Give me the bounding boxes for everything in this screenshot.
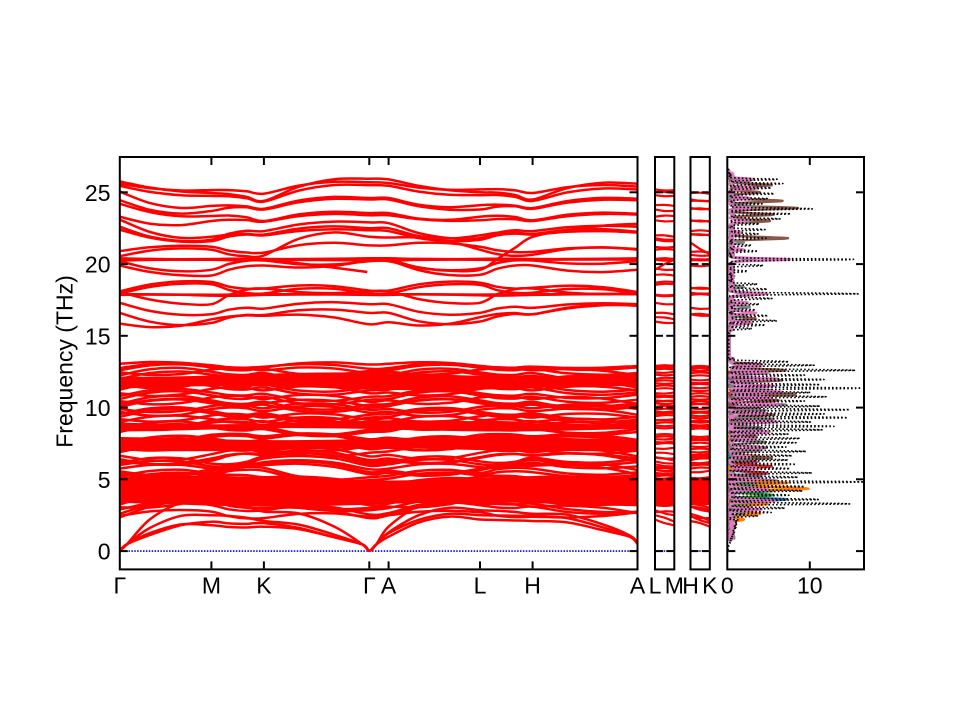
svg-text:25: 25 xyxy=(85,180,111,206)
svg-text:A: A xyxy=(630,572,646,598)
svg-text:15: 15 xyxy=(85,323,111,349)
svg-text:10: 10 xyxy=(797,572,823,598)
svg-text:Frequency (THz): Frequency (THz) xyxy=(51,275,77,448)
svg-text:5: 5 xyxy=(98,467,111,493)
svg-text:L: L xyxy=(649,572,662,598)
svg-text:A: A xyxy=(381,572,397,598)
svg-text:M: M xyxy=(665,572,684,598)
svg-text:0: 0 xyxy=(721,572,734,598)
svg-text:L: L xyxy=(474,572,487,598)
svg-text:H: H xyxy=(524,572,541,598)
svg-text:K: K xyxy=(256,572,272,598)
svg-text:M: M xyxy=(202,572,221,598)
svg-text:0: 0 xyxy=(98,539,111,565)
svg-text:Γ: Γ xyxy=(113,572,126,598)
svg-text:10: 10 xyxy=(85,395,111,421)
svg-text:20: 20 xyxy=(85,252,111,278)
svg-text:Γ: Γ xyxy=(363,572,376,598)
svg-text:K: K xyxy=(702,572,718,598)
svg-text:H: H xyxy=(682,572,699,598)
